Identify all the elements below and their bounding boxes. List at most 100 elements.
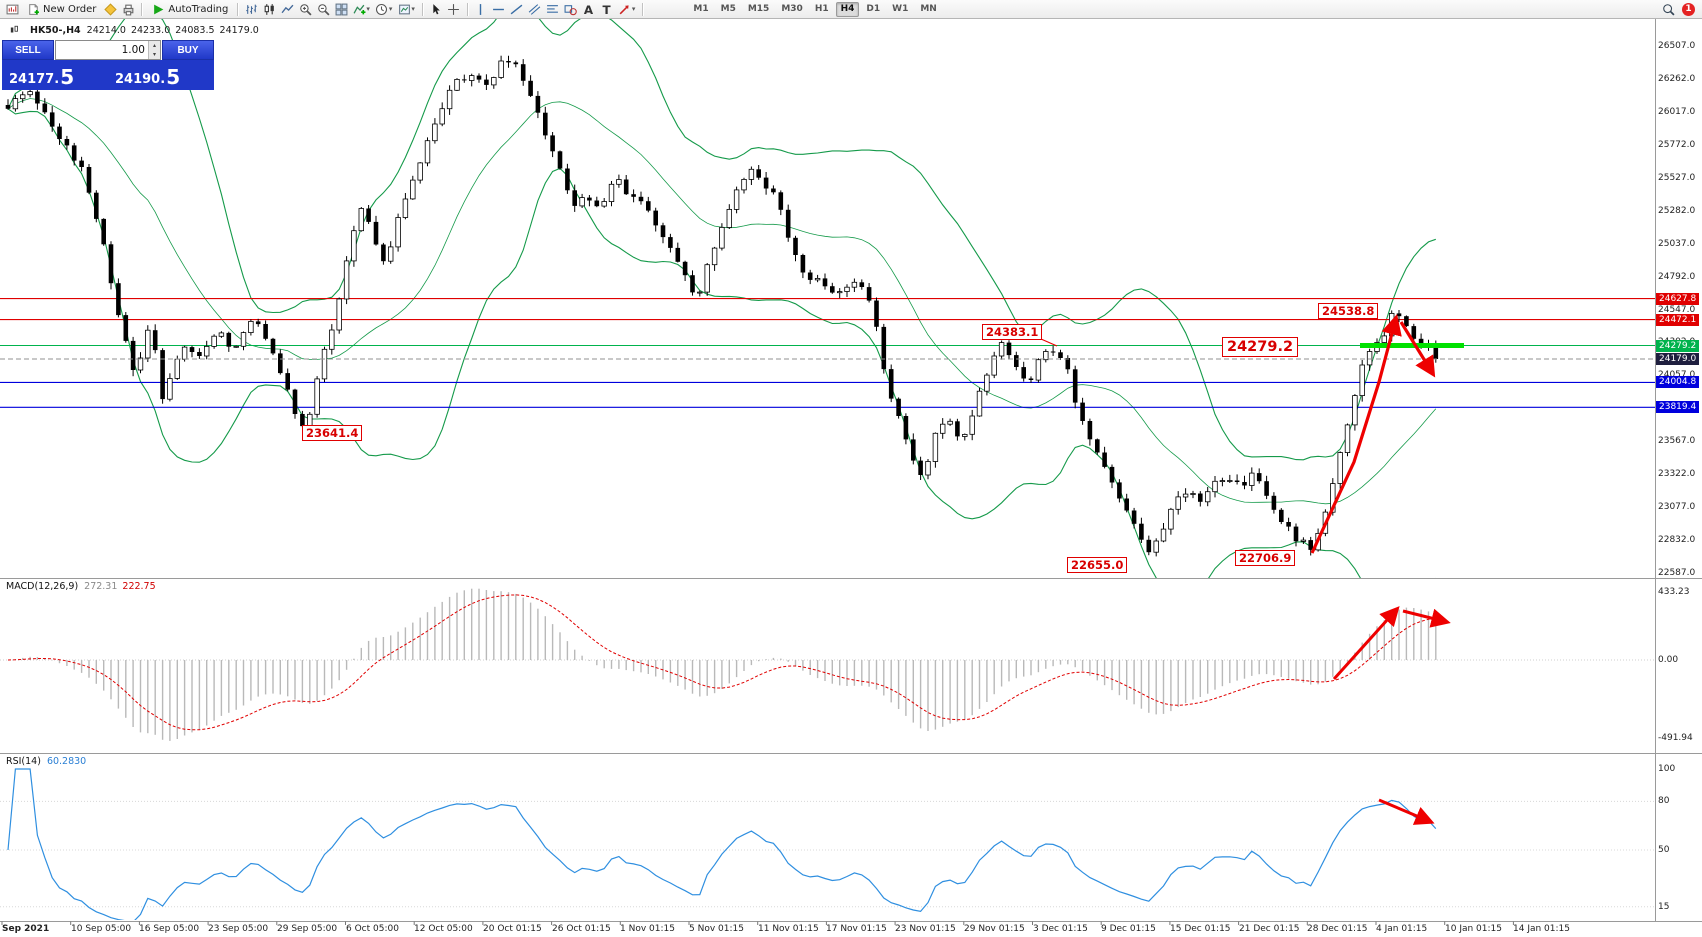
trend-arrow-up[interactable]	[1310, 313, 1402, 554]
candlestick-icon[interactable]	[260, 1, 278, 17]
timeframe-button-m1[interactable]: M1	[693, 3, 709, 14]
trend-arrow-down[interactable]	[1399, 321, 1436, 378]
time-axis-label: 29 Nov 01:15	[964, 924, 1025, 934]
axis-badge-24627.8: 24627.8	[1656, 293, 1700, 305]
price-axis-tick: 24792.0	[1658, 272, 1696, 282]
price-annotation-23641.4[interactable]: 23641.4	[302, 425, 363, 442]
new-order-button[interactable]: New Order	[21, 1, 101, 17]
volume-stepper[interactable]: ▴ ▾	[148, 41, 160, 59]
price-axis-tick: 25772.0	[1658, 140, 1696, 150]
horizontal-line-icon[interactable]	[490, 1, 508, 17]
timeframe-button-h4[interactable]: H4	[835, 1, 860, 17]
macd-value-2: 222.75	[122, 581, 156, 592]
new-order-icon[interactable]	[26, 1, 40, 17]
crosshair-icon[interactable]	[445, 1, 463, 17]
candles	[5, 55, 1439, 557]
indicators-dropdown-caret-icon[interactable]: ▾	[366, 5, 370, 13]
timeframe-button-h1[interactable]: H1	[814, 3, 829, 14]
print-icon[interactable]	[119, 1, 137, 17]
macd-arrow-right[interactable]	[1402, 608, 1451, 628]
time-axis-label: Sep 2021	[2, 924, 50, 934]
metaeditor-icon[interactable]	[101, 1, 119, 17]
rsi-axis-tick: 15	[1658, 902, 1670, 912]
vertical-line-icon[interactable]	[472, 1, 490, 17]
volume-up-arrow-icon[interactable]: ▴	[149, 41, 160, 50]
indicators-icon[interactable]	[350, 1, 368, 17]
price-annotation-24279.2[interactable]: 24279.2	[1222, 337, 1299, 358]
zoom-out-icon[interactable]	[314, 1, 332, 17]
periods-dropdown-caret-icon[interactable]: ▾	[388, 5, 393, 13]
timeframe-button-d1[interactable]: D1	[866, 3, 881, 14]
autotrading-button[interactable]: AutoTrading	[146, 1, 233, 17]
chart-symbol-period: HK50-,H4	[30, 24, 81, 36]
toolbar-separator	[237, 2, 239, 16]
time-axis-label: 4 Jan 01:15	[1376, 924, 1428, 934]
arrows-dropdown-caret-icon[interactable]: ▾	[631, 5, 636, 13]
cursor-icon[interactable]	[427, 1, 445, 17]
time-axis-label: 17 Nov 01:15	[826, 924, 887, 934]
periods-icon[interactable]	[373, 1, 391, 17]
label-icon[interactable]: T	[598, 1, 616, 17]
volume-value[interactable]: 1.00	[121, 44, 145, 56]
shapes-icon[interactable]	[562, 1, 580, 17]
macd-name: MACD(12,26,9)	[6, 581, 79, 592]
time-axis-label: 1 Nov 01:15	[620, 924, 675, 934]
axis-badge-23819.4: 23819.4	[1656, 401, 1700, 413]
price-annotation-22655.0[interactable]: 22655.0	[1067, 557, 1128, 574]
timeframe-button-m5[interactable]: M5	[720, 3, 736, 14]
price-axis-tick: 25527.0	[1658, 173, 1696, 183]
notification-badge[interactable]: 1	[1682, 2, 1695, 16]
timeframe-button-m15[interactable]: M15	[747, 3, 770, 14]
sell-price-base: 24177	[9, 72, 55, 87]
channel-icon[interactable]	[526, 1, 544, 17]
sell-price-fraction: 5	[60, 65, 75, 89]
time-axis-label: 21 Dec 01:15	[1239, 924, 1300, 934]
buy-price[interactable]: 24190. 5	[115, 65, 181, 89]
macd-arrow-up[interactable]	[1332, 606, 1400, 681]
chart-window-icon[interactable]	[3, 1, 21, 17]
price-axis-tick: 26507.0	[1658, 41, 1696, 51]
bar-chart-icon[interactable]	[242, 1, 260, 17]
templates-dropdown-caret-icon[interactable]: ▾	[411, 5, 415, 13]
time-axis-label: 11 Nov 01:15	[758, 924, 819, 934]
zoom-in-icon[interactable]	[296, 1, 314, 17]
timeframe-button-m30[interactable]: M30	[781, 3, 803, 14]
volume-down-arrow-icon[interactable]: ▾	[149, 50, 160, 59]
ohlc-low: 24083.5	[175, 24, 215, 36]
sell-button[interactable]: SELL	[2, 40, 54, 60]
price-axis-tick: 23077.0	[1658, 502, 1696, 512]
price-annotation-24538.8[interactable]: 24538.8	[1318, 303, 1379, 320]
price-annotation-24383.1[interactable]: 24383.1	[982, 324, 1043, 341]
sell-price[interactable]: 24177. 5	[9, 65, 75, 89]
search-icon[interactable]	[1659, 1, 1677, 17]
rsi-axis-tick: 50	[1658, 845, 1670, 855]
macd-header: MACD(12,26,9) 272.31 222.75	[6, 581, 156, 592]
line-chart-icon[interactable]	[278, 1, 296, 17]
rsi-arrow-down[interactable]	[1378, 798, 1435, 825]
timeframe-button-w1[interactable]: W1	[892, 3, 909, 14]
text-icon[interactable]: A	[580, 1, 598, 17]
ohlc-open: 24214.0	[86, 24, 126, 36]
time-axis-label: 3 Dec 01:15	[1033, 924, 1088, 934]
arrows-icon[interactable]	[616, 1, 634, 17]
svg-text:A: A	[584, 3, 594, 16]
time-axis-label: 12 Oct 05:00	[414, 924, 473, 934]
buy-button[interactable]: BUY	[162, 40, 214, 60]
timeframe-button-mn[interactable]: MN	[920, 3, 937, 14]
tile-windows-icon[interactable]	[332, 1, 350, 17]
volume-input[interactable]: 1.00 ▴ ▾	[55, 40, 161, 60]
price-annotation-22706.9[interactable]: 22706.9	[1235, 550, 1296, 567]
macd-signal-line	[7, 594, 1436, 731]
buy-price-base: 24190	[115, 72, 161, 87]
rsi-value: 60.2830	[46, 756, 87, 767]
time-axis-label: 16 Sep 05:00	[139, 924, 200, 934]
trendline-icon[interactable]	[508, 1, 526, 17]
autotrading-icon[interactable]	[151, 1, 165, 17]
fibonacci-icon[interactable]	[544, 1, 562, 17]
price-axis-tick: 26017.0	[1658, 107, 1696, 117]
macd-axis-tick: -491.94	[1658, 733, 1693, 743]
time-axis-label: 23 Nov 01:15	[895, 924, 956, 934]
macd-axis-tick: 0.00	[1658, 655, 1679, 665]
templates-icon[interactable]	[395, 1, 413, 17]
